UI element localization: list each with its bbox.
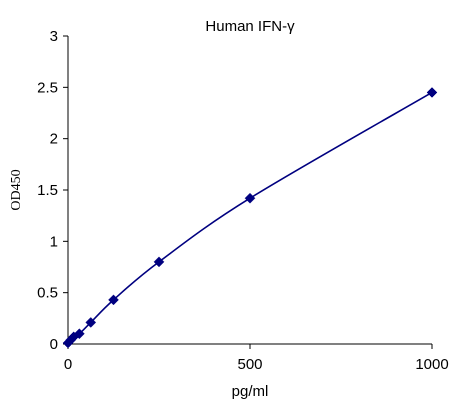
y-tick-label: 3 [50, 28, 58, 45]
data-points [62, 87, 438, 349]
data-point-3 [74, 328, 85, 340]
data-point-8 [426, 87, 438, 98]
x-tick-label: 0 [64, 356, 72, 373]
data-point-7 [244, 192, 256, 204]
y-tick-label: 2.5 [37, 79, 58, 96]
trend-curve-group [67, 91, 433, 344]
y-tick-label: 0 [50, 336, 58, 353]
y-tick-label: 1.5 [37, 182, 58, 199]
x-tick-label: 1000 [415, 356, 448, 373]
data-point-6 [153, 256, 165, 268]
data-point-4 [85, 317, 97, 328]
trend-curve [67, 91, 433, 344]
x-tick-label: 500 [237, 356, 262, 373]
chart-title: Human IFN-γ [205, 18, 295, 35]
data-point-5 [108, 294, 119, 306]
x-axis-label: pg/ml [232, 383, 269, 400]
y-tick-label: 2 [50, 131, 58, 148]
y-axis: 0 0.5 1 1.5 2 2.5 3 [37, 28, 69, 353]
y-axis-label: OD450 [9, 169, 24, 210]
x-axis: 0 500 1000 [64, 343, 449, 373]
y-tick-label: 0.5 [37, 285, 58, 302]
y-tick-label: 1 [50, 233, 58, 250]
